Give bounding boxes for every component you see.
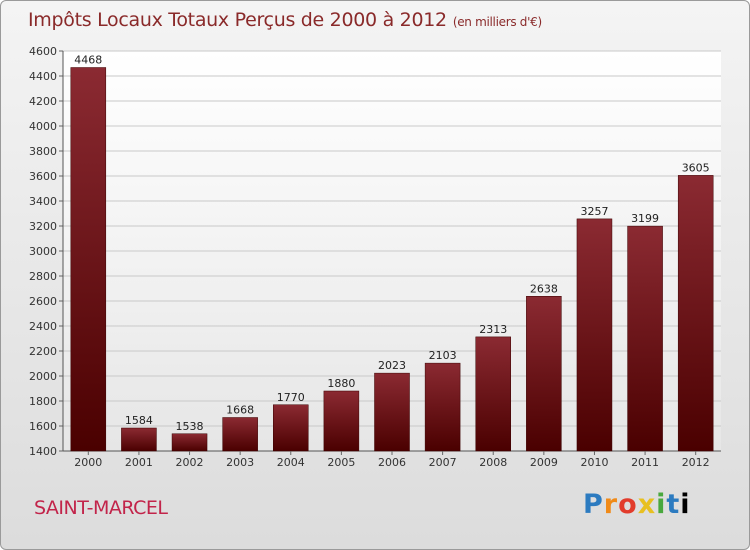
y-tick-label: 4200 [29, 95, 57, 108]
logo-letter: P [583, 489, 604, 520]
bar-value-label: 3199 [631, 212, 659, 225]
y-tick-label: 3000 [29, 245, 57, 258]
x-tick-label: 2000 [74, 456, 102, 469]
bar-value-label: 2638 [530, 282, 558, 295]
bar [222, 417, 258, 452]
logo-letter: t [666, 489, 681, 520]
y-tick-label: 2800 [29, 270, 57, 283]
bar [475, 336, 511, 452]
bar [627, 225, 663, 452]
y-tick-label: 3800 [29, 145, 57, 158]
y-tick-label: 2000 [29, 370, 57, 383]
y-tick-label: 1600 [29, 420, 57, 433]
x-tick-label: 2007 [429, 456, 457, 469]
logo-letter: i [656, 489, 667, 520]
bar-value-label: 2023 [378, 359, 406, 372]
y-tick-label: 1400 [29, 445, 57, 458]
y-tick-label: 2600 [29, 295, 57, 308]
bar-value-label: 1668 [226, 404, 254, 417]
y-tick-label: 4600 [29, 45, 57, 58]
bar-value-label: 1770 [277, 391, 305, 404]
y-tick-label: 4000 [29, 120, 57, 133]
bar [576, 218, 613, 452]
x-tick-label: 2005 [327, 456, 355, 469]
bar [323, 390, 360, 452]
y-tick-label: 2200 [29, 345, 57, 358]
proxiti-logo: Proxiti [583, 489, 691, 520]
bar [526, 296, 562, 452]
bar-value-label: 1538 [176, 420, 204, 433]
bar [677, 175, 714, 452]
x-tick-label: 2010 [580, 456, 608, 469]
bar [70, 67, 107, 452]
bar [121, 427, 157, 452]
y-tick-label: 3600 [29, 170, 57, 183]
x-tick-label: 2006 [378, 456, 406, 469]
x-tick-label: 2009 [530, 456, 558, 469]
chart-title: Impôts Locaux Totaux Perçus de 2000 à 20… [28, 9, 542, 31]
logo-letter: r [603, 489, 619, 520]
x-tick-label: 2001 [125, 456, 153, 469]
logo-letter: x [637, 489, 657, 520]
bar [374, 372, 410, 452]
logo-letter: i [680, 489, 691, 520]
bar-value-label: 2313 [479, 323, 507, 336]
bar [424, 362, 461, 452]
chart-unit: (en milliers d'€) [452, 15, 542, 29]
chart-title-text: Impôts Locaux Totaux Perçus de 2000 à 20… [28, 9, 447, 31]
y-tick-label: 3400 [29, 195, 57, 208]
bar-value-label: 1584 [125, 414, 153, 427]
bar-value-label: 3605 [682, 161, 710, 174]
bar [273, 404, 309, 452]
bar-value-label: 3257 [580, 205, 608, 218]
bar-value-label: 1880 [327, 377, 355, 390]
x-tick-label: 2003 [226, 456, 254, 469]
y-tick-label: 1800 [29, 395, 57, 408]
x-tick-label: 2008 [479, 456, 507, 469]
y-tick-label: 4400 [29, 70, 57, 83]
logo-letter: o [618, 489, 638, 520]
x-tick-label: 2012 [682, 456, 710, 469]
commune-name: SAINT-MARCEL [34, 497, 168, 519]
bar [171, 433, 208, 452]
y-tick-label: 2400 [29, 320, 57, 333]
y-tick-label: 3200 [29, 220, 57, 233]
x-tick-label: 2011 [631, 456, 659, 469]
x-tick-label: 2004 [277, 456, 305, 469]
bar-value-label: 2103 [429, 349, 457, 362]
x-tick-label: 2002 [176, 456, 204, 469]
bar-value-label: 4468 [74, 54, 102, 67]
